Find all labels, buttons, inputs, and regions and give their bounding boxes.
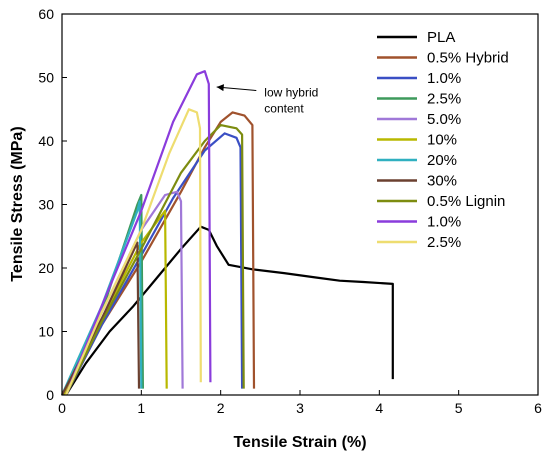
annotation-text: content <box>264 102 304 116</box>
annotation: low hybrid content <box>216 84 318 116</box>
series-line-9 <box>64 70 212 396</box>
y-tick-label: 50 <box>38 70 54 86</box>
series-line-8 <box>65 124 245 396</box>
y-tick-label: 60 <box>38 6 54 22</box>
series-line-10 <box>64 108 202 396</box>
x-tick-label: 0 <box>58 400 66 416</box>
x-axis-title: Tensile Strain (%) <box>233 434 366 451</box>
legend-label-10: 2.5% <box>427 234 461 251</box>
x-tick-label: 3 <box>296 400 304 416</box>
legend-label-6: 20% <box>427 152 457 169</box>
y-tick-label: 10 <box>38 324 54 340</box>
legend-label-3: 2.5% <box>427 91 461 108</box>
legend-label-0: PLA <box>427 29 455 46</box>
series-line-6 <box>60 200 143 396</box>
legend-label-2: 1.0% <box>427 70 461 87</box>
legend-label-4: 5.0% <box>427 111 461 128</box>
legend-label-8: 0.5% Lignin <box>427 193 505 210</box>
y-tick-label: 40 <box>38 133 54 149</box>
legend-label-1: 0.5% Hybrid <box>427 50 509 67</box>
y-axis-title: Tensile Stress (MPa) <box>9 126 26 281</box>
legend: PLA 0.5% Hybrid 1.0% 2.5% 5.0% 10% 20% 30% 0.5% … <box>377 29 509 251</box>
x-tick-label: 1 <box>137 400 145 416</box>
y-tick-label: 0 <box>46 387 54 403</box>
x-tick-label: 2 <box>217 400 225 416</box>
x-tick-label: 5 <box>455 400 463 416</box>
series-line-0 <box>65 225 394 396</box>
series-line-2 <box>65 132 244 396</box>
series-layer <box>60 70 394 396</box>
legend-label-9: 1.0% <box>427 214 461 231</box>
legend-label-5: 10% <box>427 132 457 149</box>
y-tick-label: 30 <box>38 197 54 213</box>
y-tick-label: 20 <box>38 260 54 276</box>
legend-label-7: 30% <box>427 173 457 190</box>
x-tick-label: 4 <box>375 400 383 416</box>
x-tick-label: 6 <box>534 400 542 416</box>
annotation-arrowhead <box>216 84 224 92</box>
annotation-text: low hybrid <box>264 86 318 100</box>
